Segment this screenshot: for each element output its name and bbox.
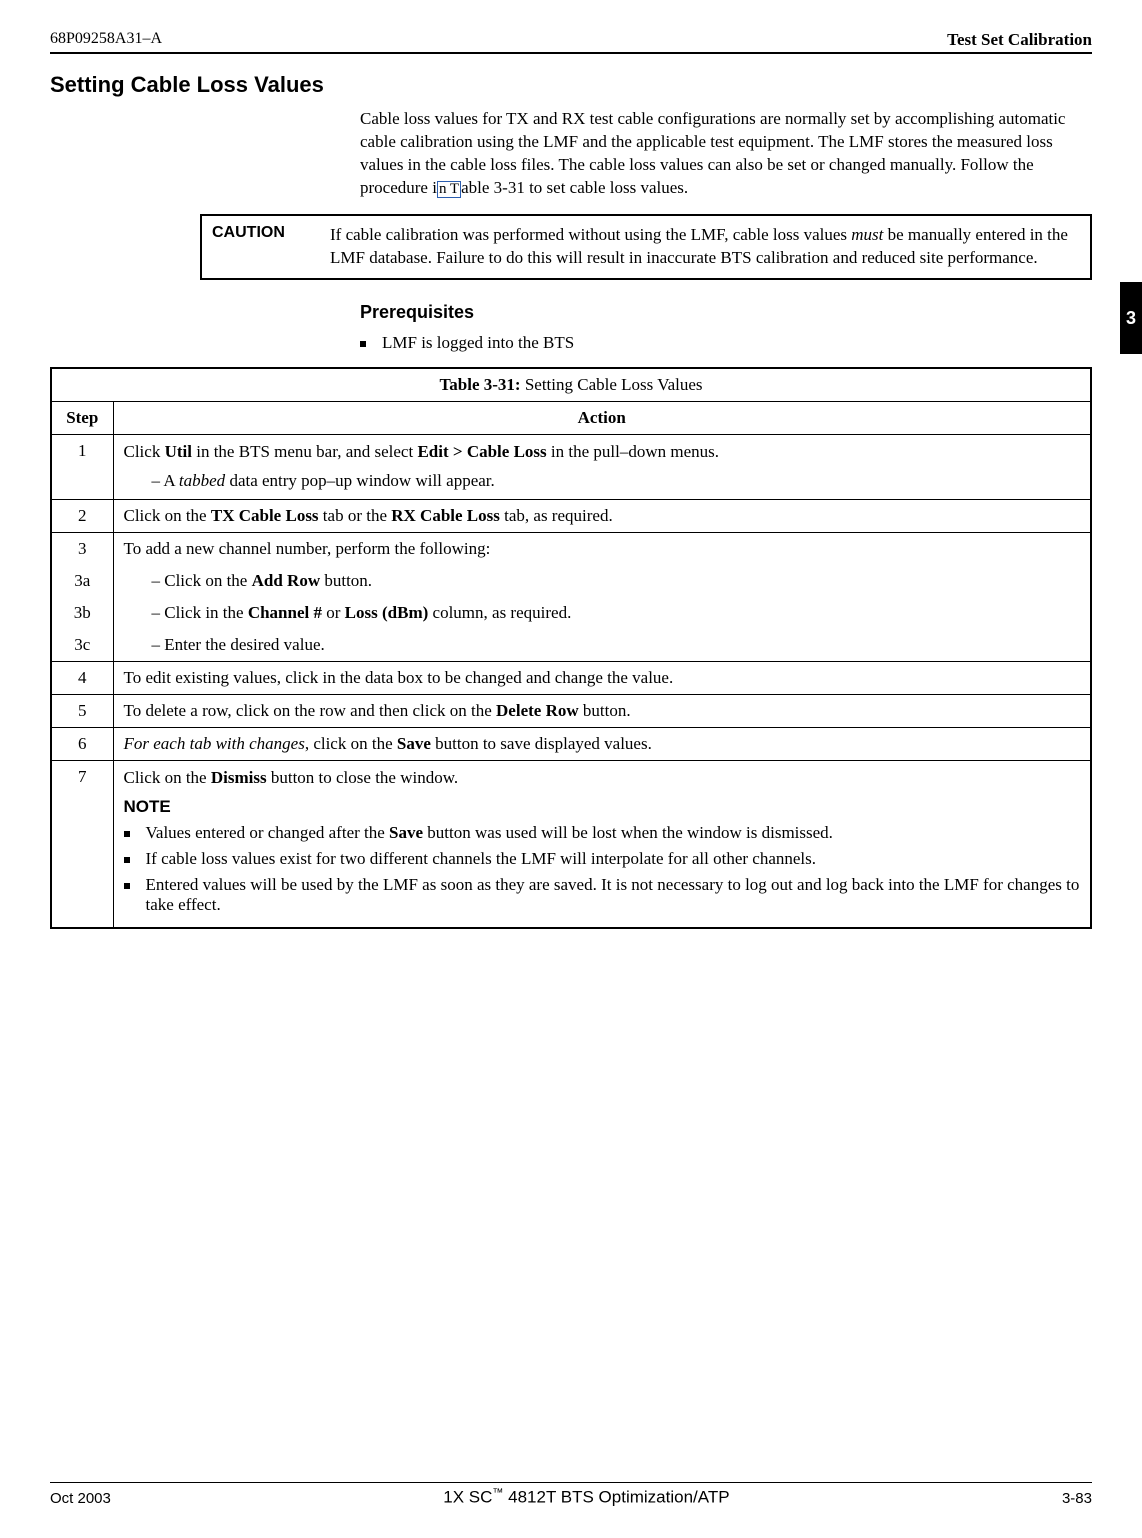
table-row: 3 To add a new channel number, perform t… <box>51 532 1091 565</box>
table-row: 4 To edit existing values, click in the … <box>51 661 1091 694</box>
tab-blank-top <box>1120 282 1142 306</box>
tab-blank-bottom <box>1120 330 1142 354</box>
table-row: 1 Click Util in the BTS menu bar, and se… <box>51 434 1091 499</box>
step-cell: 3c <box>51 629 113 662</box>
footer-title: 1X SC™ 4812T BTS Optimization/ATP <box>443 1487 729 1508</box>
note-bullet: Entered values will be used by the LMF a… <box>124 875 1081 915</box>
chapter-number-tab: 3 <box>1120 306 1142 330</box>
caution-text: If cable calibration was performed witho… <box>330 216 1090 278</box>
table-row: 3a Click on the Add Row button. <box>51 565 1091 597</box>
doc-title: Test Set Calibration <box>947 30 1092 50</box>
action-cell: To edit existing values, click in the da… <box>113 661 1091 694</box>
table-cross-reference-link[interactable]: n T <box>437 181 461 198</box>
trademark-icon: ™ <box>492 1487 503 1499</box>
step-header: Step <box>51 401 113 434</box>
table-row: 6 For each tab with changes, click on th… <box>51 727 1091 760</box>
note-bullet: If cable loss values exist for two diffe… <box>124 849 1081 869</box>
doc-number: 68P09258A31–A <box>50 30 162 50</box>
chapter-tab: 3 <box>1120 282 1142 354</box>
prerequisites-heading: Prerequisites <box>360 302 1092 323</box>
action-cell: For each tab with changes, click on the … <box>113 727 1091 760</box>
table-number: Table 3-31: <box>439 375 520 394</box>
table-row: 3b Click in the Channel # or Loss (dBm) … <box>51 597 1091 629</box>
action-cell: To add a new channel number, perform the… <box>113 532 1091 565</box>
note-label: NOTE <box>124 797 1081 817</box>
table-title-cell: Table 3-31: Setting Cable Loss Values <box>51 368 1091 402</box>
step-cell: 3 <box>51 532 113 565</box>
page-footer: Oct 2003 1X SC™ 4812T BTS Optimization/A… <box>50 1482 1092 1508</box>
step-cell: 5 <box>51 694 113 727</box>
caution-text-before: If cable calibration was performed witho… <box>330 225 851 244</box>
caution-label: CAUTION <box>202 216 330 278</box>
prerequisite-item: LMF is logged into the BTS <box>360 333 1092 353</box>
action-cell: Click on the Add Row button. <box>113 565 1091 597</box>
step-cell: 3b <box>51 597 113 629</box>
page-header: 68P09258A31–A Test Set Calibration <box>50 30 1092 54</box>
note-bullet: Values entered or changed after the Save… <box>124 823 1081 843</box>
footer-date: Oct 2003 <box>50 1490 111 1507</box>
table-row: 7 Click on the Dismiss button to close t… <box>51 760 1091 928</box>
table-row: 5 To delete a row, click on the row and … <box>51 694 1091 727</box>
action-cell: Click on the TX Cable Loss tab or the RX… <box>113 499 1091 532</box>
caution-italic: must <box>851 225 883 244</box>
action-header: Action <box>113 401 1091 434</box>
action-cell: Click Util in the BTS menu bar, and sele… <box>113 434 1091 499</box>
table-row: 2 Click on the TX Cable Loss tab or the … <box>51 499 1091 532</box>
step-cell: 3a <box>51 565 113 597</box>
action-cell: Click on the Dismiss button to close the… <box>113 760 1091 928</box>
table-title-text: Setting Cable Loss Values <box>521 375 703 394</box>
table-title-row: Table 3-31: Setting Cable Loss Values <box>51 368 1091 402</box>
intro-paragraph: Cable loss values for TX and RX test cab… <box>360 108 1092 200</box>
procedure-table: Table 3-31: Setting Cable Loss Values St… <box>50 367 1092 930</box>
action-cell: Enter the desired value. <box>113 629 1091 662</box>
step-cell: 6 <box>51 727 113 760</box>
action-cell: To delete a row, click on the row and th… <box>113 694 1091 727</box>
table-row: 3c Enter the desired value. <box>51 629 1091 662</box>
step-cell: 7 <box>51 760 113 928</box>
step-cell: 1 <box>51 434 113 499</box>
table-header-row: Step Action <box>51 401 1091 434</box>
intro-text-after: able 3-31 to set cable loss values. <box>461 178 688 197</box>
caution-box: CAUTION If cable calibration was perform… <box>200 214 1092 280</box>
step-cell: 2 <box>51 499 113 532</box>
section-title: Setting Cable Loss Values <box>50 72 1092 98</box>
action-cell: Click in the Channel # or Loss (dBm) col… <box>113 597 1091 629</box>
step-cell: 4 <box>51 661 113 694</box>
page-number: 3-83 <box>1062 1490 1092 1507</box>
